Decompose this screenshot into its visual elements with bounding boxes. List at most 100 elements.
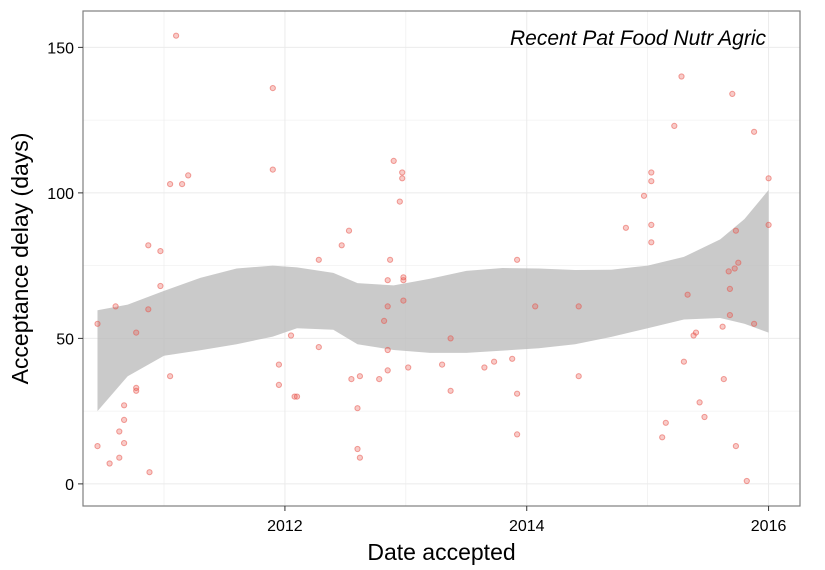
data-point: [751, 128, 758, 135]
data-point: [399, 175, 406, 182]
y-axis: 0 50 100 150: [47, 40, 83, 494]
chart-annotation: Recent Pat Food Nutr Agric: [510, 27, 766, 50]
data-point: [732, 227, 740, 234]
data-point: [671, 122, 678, 130]
data-point: [376, 376, 383, 383]
data-point: [146, 469, 153, 476]
data-point: [348, 376, 355, 383]
data-point: [157, 282, 164, 290]
data-point: [384, 303, 391, 310]
data-point: [640, 192, 648, 199]
data-point: [269, 166, 276, 173]
data-point: [726, 312, 734, 319]
data-point: [439, 361, 446, 368]
data-point: [509, 355, 516, 362]
data-point: [732, 443, 740, 450]
data-point: [354, 445, 361, 453]
data-point: [315, 344, 322, 351]
data-point: [514, 256, 521, 263]
data-point: [735, 259, 742, 266]
data-point: [116, 454, 123, 461]
data-point: [354, 405, 361, 412]
data-point: [116, 428, 123, 435]
data-point: [447, 335, 454, 342]
data-point: [400, 297, 407, 304]
x-tick-label: 2016: [751, 518, 787, 535]
data-point: [338, 242, 345, 249]
data-point: [384, 277, 391, 284]
data-point: [743, 477, 750, 485]
data-point: [514, 390, 521, 397]
data-point: [719, 323, 726, 330]
data-point: [167, 181, 174, 188]
data-point: [701, 413, 708, 421]
x-tick-label: 2012: [267, 518, 303, 535]
data-point: [275, 361, 282, 368]
data-point: [678, 73, 685, 80]
x-tick-label: 2014: [509, 518, 545, 535]
data-point: [726, 285, 734, 292]
y-tick-label: 100: [47, 186, 74, 203]
data-points: [94, 32, 772, 485]
data-point: [725, 268, 732, 275]
data-point: [121, 402, 128, 409]
data-point: [145, 242, 152, 249]
data-point: [315, 256, 322, 263]
data-point: [384, 346, 391, 354]
data-point: [133, 387, 140, 394]
data-point: [121, 440, 128, 447]
data-point: [648, 178, 655, 185]
data-point: [145, 306, 152, 313]
data-point: [662, 419, 669, 426]
confidence-band: [97, 190, 769, 412]
data-point: [287, 332, 295, 339]
y-tick-label: 50: [56, 331, 74, 348]
data-point: [356, 373, 363, 380]
data-point: [481, 364, 488, 371]
data-point: [405, 364, 412, 371]
data-point: [696, 399, 703, 406]
data-point: [575, 303, 582, 310]
y-tick-label: 150: [47, 40, 74, 57]
data-point: [106, 460, 113, 467]
data-point: [157, 248, 164, 255]
data-point: [720, 376, 727, 383]
data-point: [396, 198, 403, 205]
data-point: [167, 373, 174, 380]
data-point: [94, 443, 101, 450]
data-point: [381, 317, 388, 324]
data-point: [269, 85, 276, 92]
data-point: [751, 320, 758, 327]
data-point: [399, 169, 406, 176]
data-point: [121, 416, 128, 423]
data-point: [491, 358, 498, 365]
x-axis: 2012 2014 2016: [267, 506, 786, 535]
data-point: [684, 291, 691, 298]
data-point: [179, 181, 186, 188]
y-axis-title: Acceptance delay (days): [7, 133, 33, 385]
data-point: [729, 90, 736, 98]
data-point: [575, 373, 582, 380]
data-point: [648, 221, 655, 228]
data-point: [275, 381, 282, 388]
data-point: [345, 227, 353, 234]
data-point: [447, 387, 454, 394]
data-point: [659, 434, 666, 441]
data-point: [532, 303, 539, 310]
data-point: [765, 175, 772, 182]
x-axis-title: Date accepted: [367, 539, 515, 565]
data-point: [648, 169, 655, 176]
confidence-band-area: [97, 190, 769, 412]
data-point: [400, 277, 407, 284]
y-tick-label: 0: [65, 477, 74, 494]
data-point: [622, 224, 630, 231]
data-point: [133, 329, 140, 336]
data-point: [648, 239, 655, 246]
data-point: [185, 172, 192, 179]
data-point: [173, 32, 180, 39]
data-point: [692, 329, 700, 336]
data-point: [94, 320, 101, 327]
data-point: [356, 454, 363, 461]
data-point: [112, 303, 119, 310]
data-point: [680, 358, 688, 365]
